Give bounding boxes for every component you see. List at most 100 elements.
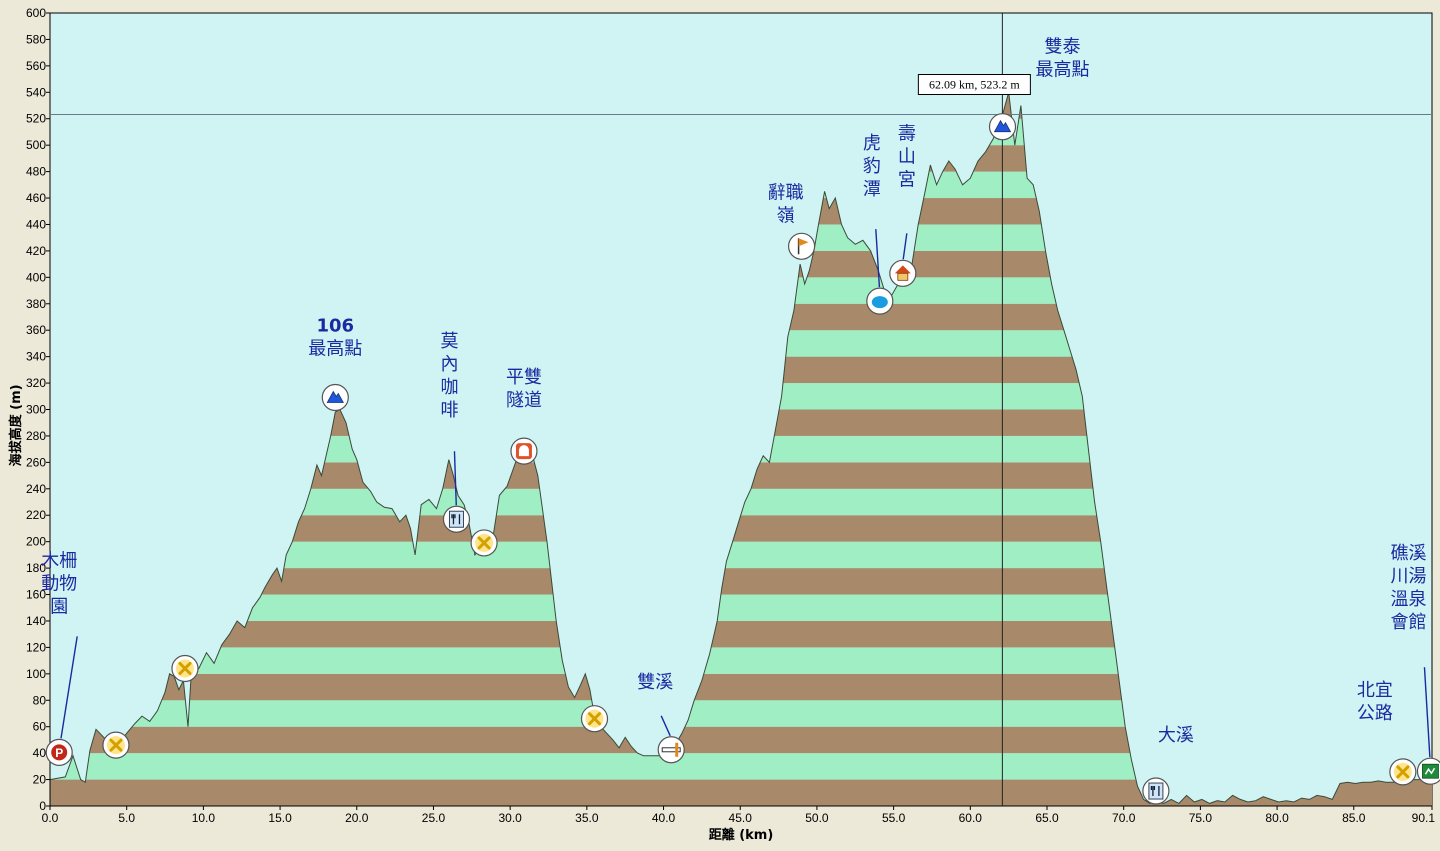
y-tick-label: 400 xyxy=(26,270,46,284)
x-tick-label: 85.0 xyxy=(1342,811,1366,825)
y-tick-label: 520 xyxy=(26,112,46,126)
y-tick-label: 340 xyxy=(26,350,46,364)
y-tick-label: 200 xyxy=(26,535,46,549)
y-axis: 0 20 40 60 80 100 120 140 160 180 200 220 240 260 280 3… xyxy=(26,6,51,813)
annotation-leader-line xyxy=(660,715,671,737)
annotation-label: 山 xyxy=(898,146,916,167)
annotation-label: 大溪 xyxy=(1158,725,1194,746)
annotation-label: 公路 xyxy=(1357,703,1393,724)
x-tick-label: 15.0 xyxy=(268,811,292,825)
y-tick-label: 380 xyxy=(26,297,46,311)
annotation-label: 嶺 xyxy=(777,205,795,226)
y-tick-label: 0 xyxy=(39,799,46,813)
y-tick-label: 40 xyxy=(33,746,47,760)
annotation-label: 莫 xyxy=(440,331,458,352)
y-tick-label: 180 xyxy=(26,561,46,575)
y-tick-label: 600 xyxy=(26,6,46,20)
y-tick-label: 220 xyxy=(26,508,46,522)
x-tick-label: 10.0 xyxy=(192,811,216,825)
annotation-label: 豹 xyxy=(863,156,881,177)
y-tick-label: 500 xyxy=(26,138,46,152)
x-tick-label: 30.0 xyxy=(498,811,522,825)
x-tick-label: 70.0 xyxy=(1112,811,1136,825)
annotation-label: 106 xyxy=(317,316,355,337)
y-tick-label: 260 xyxy=(26,455,46,469)
annotation-label: 川湯 xyxy=(1390,566,1426,587)
x-tick-label: 20.0 xyxy=(345,811,369,825)
annotation-label: 雙泰 xyxy=(1045,37,1081,58)
annotation-label: 虎 xyxy=(863,133,881,154)
annotation-leader-line xyxy=(902,233,908,260)
y-tick-label: 100 xyxy=(26,667,46,681)
annotation-label: 咖 xyxy=(440,377,458,398)
annotation-label: 最高點 xyxy=(1036,60,1090,81)
lake-icon xyxy=(866,287,894,315)
annotation-label: 啡 xyxy=(440,400,458,421)
summit-icon xyxy=(321,383,349,412)
svg-text:P: P xyxy=(55,746,63,760)
x-tick-label: 65.0 xyxy=(1035,811,1059,825)
x-axis-title: 距離 (km) xyxy=(709,827,774,843)
x-tick-label: 55.0 xyxy=(882,811,906,825)
y-tick-label: 360 xyxy=(26,323,46,337)
x-tick-label: 60.0 xyxy=(959,811,983,825)
annotation-label: 內 xyxy=(440,354,458,375)
junction-icon xyxy=(470,529,498,557)
y-tick-label: 300 xyxy=(26,403,46,417)
y-axis-title: 海拔高度 (m) xyxy=(8,384,24,466)
cursor: 62.09 km, 523.2 m xyxy=(50,13,1432,806)
y-tick-label: 20 xyxy=(33,773,47,787)
x-tick-label: 25.0 xyxy=(422,811,446,825)
annotation-label: 隧道 xyxy=(506,390,542,411)
x-tick-label: 0.0 xyxy=(42,811,59,825)
y-tick-label: 480 xyxy=(26,165,46,179)
y-tick-label: 320 xyxy=(26,376,46,390)
annotation-label: 辭職 xyxy=(768,182,804,203)
annotation-label: 雙溪 xyxy=(637,672,673,693)
annotation-label: 會館 xyxy=(1390,612,1426,633)
restaurant-icon xyxy=(1142,777,1170,805)
annotation-label: 溫泉 xyxy=(1390,589,1426,610)
junction-icon xyxy=(580,705,609,733)
restaurant-icon xyxy=(442,505,471,533)
x-tick-label: 45.0 xyxy=(729,811,753,825)
annotation-label: 北宜 xyxy=(1357,680,1393,701)
y-tick-label: 440 xyxy=(26,217,46,231)
x-axis: 0.0 5.0 10.0 15.0 20.0 25.0 30.0 35.0 40.0 45.0 50… xyxy=(42,805,1436,825)
annotation-leader-line xyxy=(875,229,881,288)
y-tick-label: 240 xyxy=(26,482,46,496)
hotel-icon xyxy=(1416,757,1440,785)
y-tick-label: 460 xyxy=(26,191,46,205)
x-tick-label: 90.1 xyxy=(1412,811,1436,825)
y-tick-label: 160 xyxy=(26,588,46,602)
annotation-label: 礁溪 xyxy=(1390,543,1426,564)
annotation-leader-line xyxy=(1423,667,1431,758)
annotation-label: 平雙 xyxy=(506,367,542,388)
annotation-label: 潭 xyxy=(863,179,881,200)
y-tick-label: 560 xyxy=(26,59,46,73)
annotation-label: 壽 xyxy=(898,123,916,144)
annotation-label: 宮 xyxy=(898,169,916,190)
y-tick-label: 420 xyxy=(26,244,46,258)
x-tick-label: 50.0 xyxy=(805,811,829,825)
cursor-tooltip-box xyxy=(917,74,1031,96)
x-tick-label: 5.0 xyxy=(118,811,135,825)
tunnel-icon xyxy=(510,437,538,465)
y-tick-label: 80 xyxy=(33,693,47,707)
y-tick-label: 540 xyxy=(26,85,46,99)
bridge-icon xyxy=(657,736,685,764)
annotation-label: 最高點 xyxy=(308,339,362,360)
annotation-label: 木柵 xyxy=(41,550,77,571)
parking-icon: P xyxy=(45,738,73,766)
annotation-label: 園 xyxy=(50,596,68,617)
x-tick-label: 80.0 xyxy=(1265,811,1289,825)
x-tick-label: 35.0 xyxy=(575,811,599,825)
y-tick-label: 280 xyxy=(26,429,46,443)
junction-icon xyxy=(1389,758,1417,786)
summit-icon xyxy=(988,113,1017,141)
annotation-leader-line xyxy=(453,451,457,506)
cursor-tooltip-label: 62.09 km, 523.2 m xyxy=(929,78,1020,92)
junction-icon xyxy=(171,654,199,683)
